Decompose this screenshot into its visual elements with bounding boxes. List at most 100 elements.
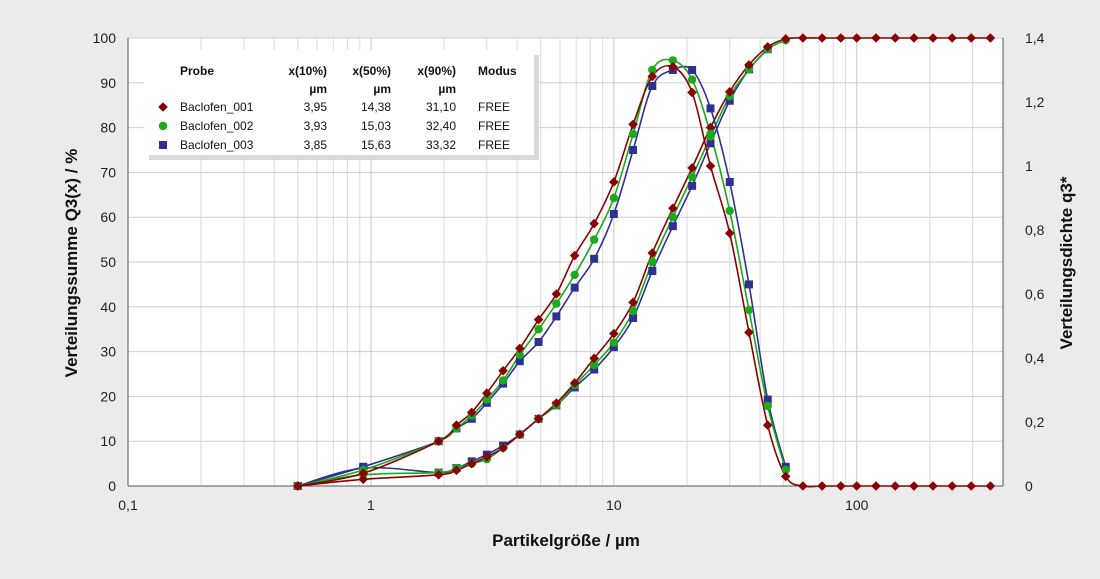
point-baclofen_001-cumulative	[358, 474, 369, 485]
point-baclofen_001-density	[836, 481, 846, 491]
point-baclofen_001-density	[687, 87, 697, 98]
point-baclofen_001-cumulative	[482, 452, 492, 462]
legend-cell: FREE	[478, 119, 510, 133]
point-baclofen_001-cumulative	[836, 33, 846, 43]
y-tick-label-left: 0	[108, 478, 116, 494]
point-baclofen_002-cumulative	[628, 307, 638, 316]
legend-cell: 15,63	[361, 138, 391, 152]
point-baclofen_003-cumulative	[706, 139, 715, 148]
series-markers	[292, 33, 996, 491]
point-baclofen_001-density	[947, 481, 957, 491]
point-baclofen_001-density	[647, 71, 658, 82]
point-baclofen_001-cumulative	[705, 122, 716, 133]
point-baclofen_001-cumulative	[871, 33, 881, 43]
line-baclofen_002-cumulative	[297, 39, 787, 487]
legend-cell: FREE	[478, 138, 510, 152]
point-baclofen_003-density	[706, 104, 715, 113]
point-baclofen_001-density	[609, 177, 619, 187]
point-baclofen_003-cumulative	[688, 181, 697, 190]
point-baclofen_002-cumulative	[589, 360, 599, 370]
point-baclofen_001-cumulative	[451, 465, 462, 476]
point-baclofen_001-density	[292, 481, 303, 491]
point-baclofen_001-density	[780, 471, 791, 482]
point-baclofen_003-density	[515, 357, 524, 366]
legend-cell: Baclofen_002	[180, 119, 254, 133]
point-baclofen_003-cumulative	[648, 266, 657, 275]
point-baclofen_001-density	[817, 481, 827, 491]
point-baclofen_003-density	[688, 66, 697, 74]
point-baclofen_003-cumulative	[590, 365, 599, 374]
point-baclofen_002-cumulative	[668, 213, 678, 222]
point-baclofen_002-density	[570, 270, 579, 279]
point-baclofen_001-cumulative	[744, 60, 754, 70]
legend-unit: µm	[309, 82, 327, 96]
point-baclofen_001-cumulative	[724, 86, 735, 97]
point-baclofen_001-cumulative	[466, 458, 477, 469]
point-baclofen_003-density	[763, 395, 772, 404]
point-baclofen_001-density	[762, 420, 773, 430]
point-baclofen_002-density	[706, 129, 715, 139]
legend-header: x(10%)	[288, 64, 327, 78]
point-baclofen_003-density	[629, 146, 638, 154]
point-baclofen_002-density	[609, 193, 619, 203]
y-tick-label-left: 40	[100, 299, 116, 315]
point-baclofen_002-density	[552, 299, 561, 308]
point-baclofen_001-density	[985, 481, 996, 491]
x-tick-label: 10	[606, 497, 622, 513]
point-baclofen_001-density	[451, 420, 462, 430]
legend-cell: 3,93	[304, 119, 328, 133]
point-baclofen_001-cumulative	[533, 414, 544, 424]
legend-unit: µm	[438, 82, 456, 96]
point-baclofen_003-density	[609, 210, 618, 218]
legend-cell: 3,85	[304, 138, 328, 152]
point-baclofen_002-density	[781, 465, 790, 475]
point-baclofen_001-cumulative	[909, 33, 919, 43]
point-baclofen_002-density	[534, 325, 543, 334]
point-baclofen_002-cumulative	[609, 338, 619, 347]
point-baclofen_003-density	[744, 280, 753, 289]
legend-cell: 31,10	[426, 100, 456, 114]
point-baclofen_001-density	[851, 481, 862, 491]
legend-marker-baclofen_001	[158, 102, 168, 112]
point-baclofen_001-density	[890, 481, 901, 491]
point-baclofen_001-density	[705, 161, 716, 171]
x-tick-label: 1	[367, 497, 375, 513]
legend-cell: 14,38	[361, 100, 391, 114]
tick-labels: 0,1 1 10 100 0 10 20 30 40 50 60 70 80 90 100 0 0,2 0,4 0,…	[93, 30, 1045, 513]
y-tick-label-left: 30	[100, 344, 116, 360]
legend-marker-baclofen_003	[159, 141, 167, 149]
y-tick-label-left: 90	[100, 75, 116, 91]
point-baclofen_001-cumulative	[947, 33, 957, 43]
point-baclofen_002-density	[744, 305, 754, 315]
point-baclofen_001-density	[798, 481, 808, 491]
point-baclofen_002-density	[498, 376, 508, 385]
point-baclofen_001-cumulative	[569, 378, 580, 388]
y-axis-label-left: Verteilungssumme Q3(x) / %	[62, 149, 81, 378]
y-tick-label-right: 1,2	[1025, 94, 1045, 110]
y-tick-label-left: 60	[100, 209, 116, 225]
point-baclofen_001-density	[358, 468, 369, 478]
point-baclofen_001-cumulative	[890, 33, 901, 43]
legend-cell: Baclofen_003	[180, 138, 254, 152]
point-baclofen_002-density	[725, 206, 734, 215]
point-baclofen_003-density	[590, 254, 599, 263]
y-tick-label-left: 80	[100, 120, 116, 136]
legend-header: Probe	[180, 64, 214, 78]
point-baclofen_001-density	[909, 481, 919, 491]
legend-box	[144, 50, 534, 155]
point-baclofen_003-density	[570, 283, 579, 292]
y-tick-label-left: 70	[100, 164, 116, 180]
legend-header: x(50%)	[352, 64, 391, 78]
point-baclofen_001-density	[482, 388, 492, 398]
legend-cell: 32,40	[426, 119, 456, 133]
legend-cell: 15,03	[361, 119, 391, 133]
point-baclofen_001-cumulative	[985, 33, 996, 43]
point-baclofen_002-density	[668, 56, 678, 65]
point-baclofen_001-cumulative	[668, 203, 678, 214]
point-baclofen_001-cumulative	[780, 34, 791, 44]
point-baclofen_002-density	[628, 129, 638, 139]
point-baclofen_001-cumulative	[966, 33, 977, 43]
point-baclofen_001-cumulative	[798, 33, 808, 43]
point-baclofen_003-cumulative	[629, 314, 638, 322]
x-tick-label: 0,1	[118, 497, 138, 513]
